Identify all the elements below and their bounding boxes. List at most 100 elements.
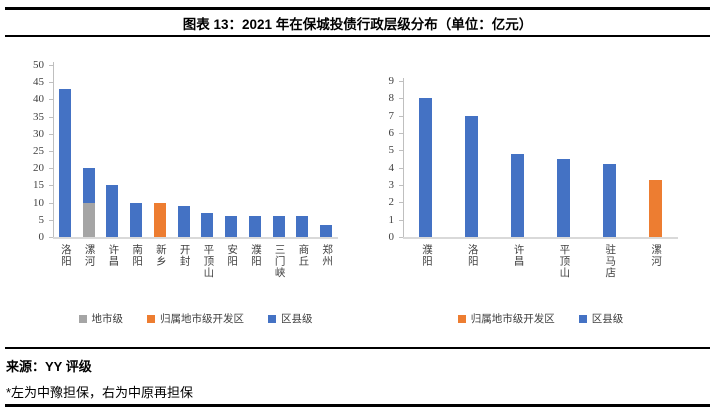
- y-axis-tick: [399, 237, 403, 238]
- y-axis-tick: [49, 99, 53, 101]
- y-axis-tick: [399, 167, 403, 169]
- source-text: 来源：YY 评级: [6, 359, 92, 374]
- bar-segment-blue: [177, 206, 190, 237]
- bar-segment-orange: [153, 202, 166, 237]
- x-axis-label: 三门峡: [273, 244, 285, 279]
- x-axis-label: 新乡: [154, 244, 166, 267]
- y-axis-tick: [399, 185, 403, 186]
- y-axis-tick: [49, 237, 53, 238]
- y-axis-tick: [49, 202, 53, 204]
- y-axis-tick: [399, 219, 403, 221]
- x-axis-label: 许昌: [107, 244, 119, 267]
- bar-segment-blue: [225, 216, 238, 237]
- y-axis-tick-label: 7: [388, 109, 395, 122]
- x-axis-label: 平顶山: [202, 244, 214, 279]
- bottom-rule: [5, 404, 710, 407]
- legend-label: 区县级: [281, 314, 313, 325]
- legend-label: 归属地市级开发区: [160, 314, 244, 325]
- y-axis-tick-label: 1: [388, 213, 395, 226]
- bar-segment-blue: [296, 216, 309, 237]
- bar-segment-blue: [556, 159, 570, 237]
- x-axis-label: 安阳: [226, 244, 238, 267]
- y-axis-tick-label: 6: [388, 127, 395, 139]
- y-axis-tick: [49, 185, 53, 187]
- top-rule: [5, 7, 710, 10]
- y-axis-tick-label: 25: [33, 145, 44, 157]
- bar-segment-blue: [511, 153, 525, 237]
- x-axis-label: 商丘: [297, 244, 309, 267]
- y-axis-tick-label: 5: [38, 213, 45, 226]
- y-axis-tick: [399, 115, 403, 117]
- legend-item: 地市级: [78, 311, 124, 326]
- y-axis-tick: [49, 168, 53, 170]
- y-axis-tick-label: 10: [33, 196, 44, 209]
- source-divider-rule: [5, 347, 710, 349]
- y-axis-tick: [399, 202, 403, 204]
- legend-item: 归属地市级开发区: [147, 311, 244, 326]
- y-axis-tick-label: 9: [388, 75, 395, 87]
- y-axis-tick-label: 20: [33, 162, 44, 175]
- x-axis-label: 郑州: [321, 244, 333, 267]
- legend-label: 区县级: [591, 314, 624, 325]
- y-axis-line: [403, 78, 404, 237]
- bar-segment-orange: [648, 179, 662, 237]
- y-axis-tick: [399, 98, 403, 100]
- x-axis-label: 漯河: [650, 244, 662, 267]
- legend: 归属地市级开发区 区县级: [403, 311, 678, 326]
- y-axis-tick-label: 50: [33, 59, 44, 71]
- x-axis-label: 驻马店: [604, 244, 616, 279]
- y-axis-tick-label: 5: [388, 144, 395, 157]
- y-axis-tick-label: 0: [388, 231, 395, 243]
- x-axis-label: 漯河: [83, 244, 95, 267]
- y-axis-tick-label: 35: [33, 110, 44, 123]
- x-axis-label: 濮阳: [249, 244, 261, 267]
- bar-segment-blue: [419, 98, 433, 237]
- y-axis-tick-label: 30: [33, 127, 44, 140]
- bar-segment-blue: [320, 224, 333, 237]
- y-axis-tick: [49, 151, 53, 152]
- bar-segment-blue: [272, 216, 285, 237]
- y-axis-tick-label: 45: [33, 76, 44, 89]
- bar-segment-blue: [58, 89, 71, 237]
- bar-segment-blue: [201, 212, 214, 237]
- legend-swatch-gray: [78, 314, 87, 323]
- y-axis-tick: [399, 133, 403, 134]
- legend-item: 归属地市级开发区: [457, 311, 555, 326]
- y-axis-tick: [399, 81, 403, 82]
- x-axis-label: 开封: [178, 244, 190, 267]
- y-axis-tick-label: 4: [388, 161, 395, 174]
- y-axis-tick-label: 40: [33, 93, 44, 106]
- legend: 地市级 归属地市级开发区 区县级: [53, 311, 338, 326]
- x-axis-label: 南阳: [131, 244, 143, 267]
- bar-segment-blue: [106, 185, 119, 237]
- y-axis-tick: [49, 133, 53, 135]
- y-axis-tick-label: 8: [388, 92, 395, 105]
- x-axis-label: 洛阳: [466, 244, 478, 267]
- bar-segment-blue: [130, 202, 143, 237]
- y-axis-tick: [49, 65, 53, 66]
- x-axis-label: 平顶山: [558, 244, 570, 279]
- bar-segment-blue: [465, 115, 479, 237]
- x-axis-line: [403, 237, 678, 239]
- legend-swatch-blue: [578, 314, 587, 323]
- x-axis-label: 濮阳: [420, 244, 432, 267]
- figure-title: 图表 13：2021 年在保城投债行政层级分布（单位：亿元）: [182, 17, 533, 32]
- legend-item: 区县级: [268, 311, 313, 326]
- legend-label: 归属地市级开发区: [470, 314, 555, 325]
- y-axis-tick-label: 2: [388, 196, 395, 209]
- bar-segment-blue: [82, 168, 95, 203]
- x-axis-label: 许昌: [512, 244, 524, 267]
- y-axis-tick: [49, 82, 53, 84]
- y-axis-tick-label: 3: [388, 179, 395, 191]
- x-axis-line: [53, 237, 338, 239]
- legend-swatch-blue: [268, 314, 276, 323]
- footnote-text: *左为中豫担保，右为中原再担保: [6, 385, 194, 400]
- bar-segment-blue: [248, 216, 261, 237]
- legend-label: 地市级: [91, 314, 124, 325]
- y-axis-tick: [399, 150, 403, 152]
- y-axis-tick-label: 15: [33, 179, 44, 192]
- bar-segment-blue: [602, 164, 616, 237]
- legend-item: 区县级: [578, 311, 624, 326]
